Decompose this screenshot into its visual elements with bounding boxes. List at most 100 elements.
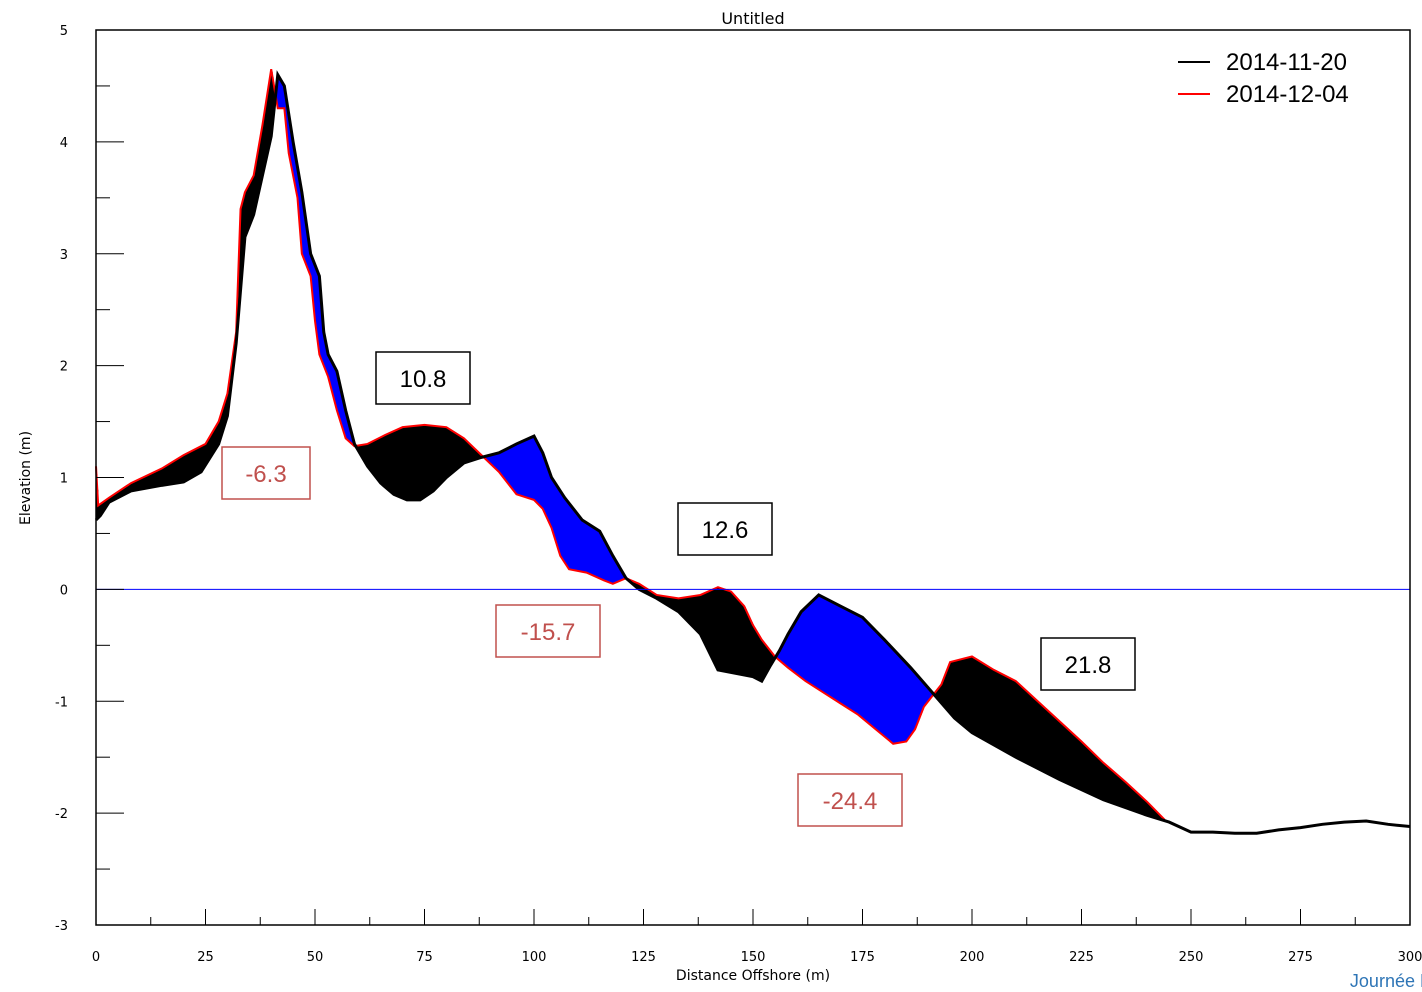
difference-fill-slice <box>1101 761 1104 800</box>
difference-fill-slice <box>701 594 703 637</box>
difference-fill-slice <box>117 491 120 498</box>
difference-fill-slice <box>555 483 557 541</box>
difference-fill-slice <box>221 411 223 435</box>
difference-fill-slice <box>695 595 697 630</box>
difference-fill-slice <box>489 455 491 464</box>
difference-fill-slice <box>1025 690 1027 763</box>
difference-fill-slice <box>858 615 860 716</box>
y-tick-label: 3 <box>60 248 68 263</box>
difference-fill-slice <box>778 651 780 660</box>
difference-fill-slice <box>915 674 918 726</box>
difference-fill-slice <box>196 448 199 475</box>
difference-fill-slice <box>785 638 787 666</box>
difference-fill-slice <box>1016 682 1019 758</box>
difference-fill-slice <box>283 85 285 109</box>
difference-fill-slice <box>173 460 176 484</box>
difference-fill-slice <box>560 491 562 557</box>
difference-fill-slice <box>733 595 736 674</box>
difference-fill-slice <box>740 602 743 675</box>
difference-fill-slice <box>437 426 440 487</box>
difference-fill-slice <box>165 466 167 485</box>
difference-fill-slice <box>393 430 396 495</box>
difference-fill-slice <box>1078 739 1081 789</box>
difference-fill-slice <box>315 268 318 331</box>
difference-fill-slice <box>919 678 921 717</box>
difference-fill-slice <box>924 684 927 706</box>
difference-fill-slice <box>152 472 155 487</box>
y-tick-label: 4 <box>60 136 68 151</box>
difference-fill-slice <box>591 526 594 576</box>
difference-fill-slice <box>687 596 689 622</box>
difference-fill-slice <box>385 434 388 488</box>
difference-fill-slice <box>1010 678 1013 755</box>
difference-fill-slice <box>548 468 550 522</box>
difference-fill-slice <box>1003 675 1006 751</box>
difference-fill-slice <box>576 513 579 571</box>
difference-fill-slice <box>1068 729 1070 784</box>
difference-fill-slice <box>983 663 985 740</box>
difference-fill-slice <box>1051 714 1054 776</box>
difference-fill-slice <box>432 425 434 492</box>
difference-fill-slice <box>898 655 900 743</box>
difference-fill-slice <box>801 611 803 679</box>
difference-fill-slice <box>1030 695 1033 766</box>
difference-fill-slice <box>529 437 532 499</box>
difference-fill-slice <box>987 666 990 742</box>
difference-fill-slice <box>615 561 617 583</box>
difference-fill-slice <box>211 432 214 455</box>
difference-fill-slice <box>463 438 466 463</box>
difference-fill-slice <box>473 447 476 460</box>
difference-fill-slice <box>1038 702 1041 770</box>
difference-fill-slice <box>171 462 173 484</box>
difference-fill-slice <box>494 453 497 469</box>
difference-fill-slice <box>257 152 259 197</box>
difference-fill-slice <box>520 441 523 496</box>
x-tick-label: 250 <box>1179 950 1204 965</box>
difference-fill-slice <box>337 377 340 415</box>
difference-fill-slice <box>812 600 815 686</box>
difference-fill-slice <box>191 450 193 478</box>
difference-fill-slice <box>321 304 323 361</box>
difference-fill-slice <box>767 648 770 670</box>
difference-fill-slice <box>1009 678 1012 754</box>
difference-fill-slice <box>770 651 772 665</box>
difference-fill-slice <box>186 453 188 481</box>
difference-fill-slice <box>522 441 525 497</box>
difference-fill-slice <box>964 658 966 727</box>
difference-fill-slice <box>899 656 901 743</box>
difference-fill-slice <box>772 653 774 662</box>
difference-fill-slice <box>658 595 660 600</box>
difference-fill-slice <box>415 425 418 500</box>
difference-fill-slice <box>834 603 836 700</box>
difference-fill-slice <box>456 433 458 470</box>
difference-fill-slice <box>187 452 190 480</box>
difference-fill-slice <box>936 689 939 699</box>
difference-fill-slice <box>990 668 992 744</box>
difference-fill-slice <box>414 425 417 500</box>
difference-fill-slice <box>1043 707 1046 772</box>
difference-fill-slice <box>376 439 378 479</box>
difference-fill-slice <box>675 597 677 610</box>
difference-fill-slice <box>1031 696 1034 766</box>
difference-fill-slice <box>110 496 113 501</box>
difference-fill-slice <box>292 139 294 174</box>
difference-fill-slice <box>187 453 189 480</box>
difference-fill-slice <box>691 596 694 626</box>
difference-fill-slice <box>406 426 408 500</box>
difference-fill-slice <box>863 618 865 720</box>
difference-fill-slice <box>840 606 843 704</box>
difference-fill-slice <box>322 326 325 365</box>
difference-fill-slice <box>126 485 129 493</box>
difference-fill-slice <box>893 649 895 744</box>
difference-fill-slice <box>668 596 671 607</box>
difference-fill-slice <box>496 453 498 470</box>
difference-fill-slice <box>1084 744 1086 792</box>
difference-fill-slice <box>1082 742 1084 791</box>
difference-fill-slice <box>307 238 310 271</box>
difference-fill-slice <box>1123 780 1126 808</box>
difference-fill-slice <box>604 540 606 581</box>
difference-fill-slice <box>498 452 501 473</box>
difference-fill-slice <box>1086 747 1089 793</box>
difference-fill-slice <box>402 427 405 499</box>
difference-fill-slice <box>1001 674 1004 750</box>
